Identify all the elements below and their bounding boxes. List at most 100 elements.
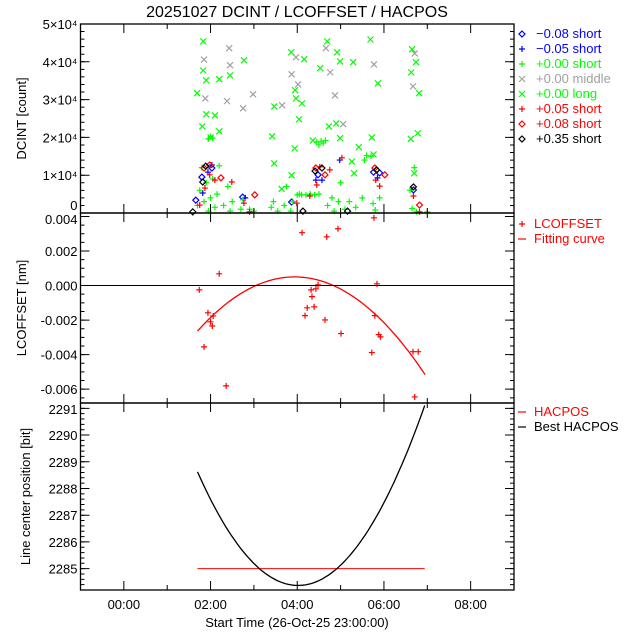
data-point (215, 127, 223, 135)
data-point (412, 58, 420, 66)
data-point (318, 177, 325, 184)
y-tick-label: 2287 (49, 508, 78, 523)
data-point (370, 214, 377, 221)
data-point (246, 208, 253, 215)
data-point (415, 201, 424, 209)
data-point (270, 198, 277, 205)
data-point (308, 293, 315, 300)
legend-label: −0.08 short (536, 26, 602, 41)
data-point (281, 202, 288, 209)
data-point (368, 349, 375, 356)
data-point (294, 81, 302, 88)
data-point (321, 170, 329, 179)
legend-label: HACPOS (534, 404, 589, 419)
data-point (352, 204, 359, 211)
panel-frame (79, 23, 515, 214)
data-point (368, 133, 376, 141)
data-point (338, 330, 345, 337)
x-tick-label: 08:00 (454, 597, 487, 612)
data-point (312, 164, 320, 172)
data-point (209, 322, 216, 329)
data-point (201, 343, 208, 350)
data-point (407, 135, 415, 143)
data-point (228, 179, 235, 186)
data-point (363, 152, 370, 159)
legend-label: +0.00 middle (536, 71, 611, 86)
data-point (331, 92, 339, 99)
data-point (200, 56, 208, 63)
legend-plus-icon (519, 221, 525, 227)
x-tick-label: 00:00 (108, 597, 141, 612)
data-point (321, 316, 328, 323)
data-point (196, 286, 203, 293)
data-point (377, 333, 384, 340)
data-point (315, 191, 322, 198)
legend-diamond-icon (518, 120, 526, 128)
data-point (416, 208, 423, 215)
data-point (196, 187, 203, 194)
data-point (323, 233, 330, 240)
data-point (198, 123, 206, 130)
data-point (408, 45, 416, 53)
legend-diamond-icon (518, 135, 526, 143)
y-tick-label: 2×10⁴ (43, 130, 78, 145)
data-point (328, 194, 335, 201)
data-point (239, 104, 247, 112)
data-point (287, 48, 295, 56)
data-point (302, 191, 309, 198)
data-point (367, 36, 374, 43)
legend-label: +0.08 short (536, 116, 602, 131)
data-point (313, 182, 320, 189)
data-point (215, 75, 223, 83)
data-point (324, 202, 331, 209)
data-point (201, 162, 210, 170)
data-point (300, 55, 308, 63)
data-point (322, 44, 330, 52)
data-point (240, 56, 248, 64)
legend-plus-icon (519, 46, 525, 52)
data-point (211, 204, 218, 211)
data-point (268, 204, 275, 211)
data-point (311, 191, 318, 198)
data-point (292, 95, 300, 102)
data-point (200, 164, 208, 172)
data-point (318, 164, 326, 172)
data-point (406, 187, 413, 194)
data-point (411, 393, 418, 400)
legend-plus-icon (519, 61, 525, 67)
data-point (337, 179, 344, 186)
data-point (298, 99, 306, 107)
data-point (295, 115, 303, 123)
legend-label: Best HACPOS (534, 419, 619, 434)
data-point (409, 205, 416, 212)
y-tick-label: 2288 (49, 481, 78, 496)
legend-label: −0.05 short (536, 41, 602, 56)
data-point (201, 198, 208, 205)
data-point (188, 208, 197, 216)
data-point (312, 177, 319, 184)
y-tick-label: 5×10⁴ (43, 17, 78, 32)
y-tick-label: 3×10⁴ (43, 93, 78, 108)
data-point (289, 198, 296, 205)
data-point (376, 194, 383, 201)
data-point (268, 132, 276, 140)
legend-label: +0.00 short (536, 56, 602, 71)
data-point (374, 79, 382, 87)
data-point (205, 161, 214, 169)
data-point (214, 191, 221, 198)
data-point (211, 177, 218, 184)
x-axis-label: Start Time (26-Oct-25 23:00:00) (205, 615, 389, 630)
data-point (224, 183, 231, 190)
legend-label: +0.35 short (536, 131, 602, 146)
data-point (409, 186, 418, 194)
data-point (415, 348, 422, 355)
y-tick-label: 0 (70, 198, 77, 213)
legend-diamond-icon (518, 30, 526, 38)
data-point (225, 44, 233, 52)
data-point (201, 95, 209, 102)
data-point (359, 194, 366, 201)
x-tick-label: 04:00 (281, 597, 314, 612)
data-point (204, 309, 211, 316)
data-point (336, 57, 344, 65)
y-tick-label: 1×10⁴ (43, 168, 78, 183)
